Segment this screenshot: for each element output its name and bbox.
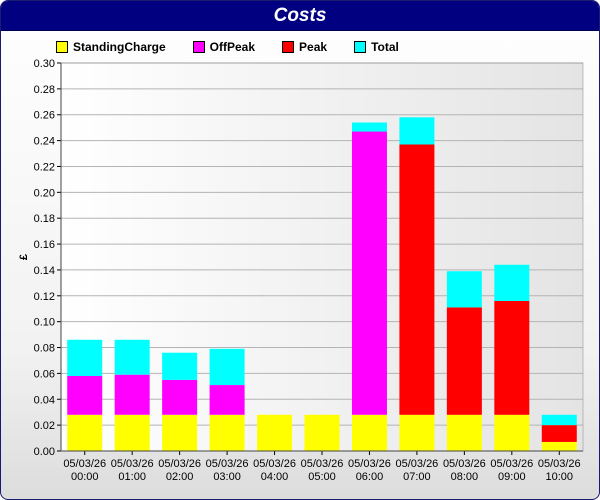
plot-border [60, 62, 584, 452]
x-tick-label-date: 05/03/26 [301, 458, 344, 470]
bar-total-3 [209, 348, 245, 386]
y-tick-label: 0.04 [34, 394, 55, 406]
bar-standingcharge-10 [541, 441, 577, 451]
legend-item-peak: Peak [282, 40, 327, 54]
bar-total-10 [541, 414, 577, 426]
bar-standingcharge-9 [494, 414, 530, 451]
legend-label-standingcharge: StandingCharge [73, 40, 166, 54]
bar-offpeak-3 [209, 385, 245, 415]
bar-standingcharge-6 [351, 414, 387, 451]
bar-total-9 [494, 264, 530, 301]
bar-standingcharge-7 [399, 414, 435, 451]
bar-peak-9 [494, 300, 530, 415]
bar-offpeak-6 [351, 131, 387, 415]
bar-standingcharge-0 [67, 414, 103, 451]
bar-total-8 [446, 271, 482, 308]
x-tick-label-date: 05/03/26 [443, 458, 486, 470]
y-tick-label: 0.10 [34, 317, 55, 329]
x-tick-label-time: 10:00 [546, 471, 574, 483]
x-tick-label-date: 05/03/26 [206, 458, 249, 470]
y-tick-label: 0.14 [34, 265, 55, 277]
legend-swatch-standingcharge [56, 41, 68, 53]
bar-offpeak-0 [67, 375, 103, 415]
x-tick-label-date: 05/03/26 [348, 458, 391, 470]
bar-total-2 [162, 352, 198, 380]
x-tick-label-time: 00:00 [71, 471, 99, 483]
bar-total-6 [351, 122, 387, 132]
legend-item-standingcharge: StandingCharge [56, 40, 166, 54]
y-tick-label: 0.22 [34, 161, 55, 173]
legend-label-total: Total [371, 40, 399, 54]
bar-standingcharge-4 [257, 414, 293, 451]
y-tick-label: 0.12 [34, 291, 55, 303]
bar-peak-10 [541, 425, 577, 442]
bar-total-1 [114, 339, 150, 375]
legend-swatch-total [354, 41, 367, 53]
x-tick-label-date: 05/03/26 [158, 458, 201, 470]
title-bar: Costs [1, 1, 599, 31]
y-tick-label: 0.16 [34, 239, 55, 251]
bar-offpeak-1 [114, 374, 150, 415]
x-tick-label-date: 05/03/26 [63, 458, 106, 470]
x-tick-label-time: 07:00 [403, 471, 431, 483]
y-tick-label: 0.26 [34, 110, 55, 122]
x-tick-label-date: 05/03/26 [490, 458, 533, 470]
x-tick-label-date: 05/03/26 [395, 458, 438, 470]
chart-title: Costs [273, 5, 327, 26]
bar-standingcharge-2 [162, 414, 198, 451]
y-tick-label: 0.24 [34, 136, 55, 148]
bar-offpeak-2 [162, 379, 198, 415]
y-tick-label: 0.00 [34, 446, 55, 458]
legend-item-offpeak: OffPeak [192, 40, 256, 54]
bar-standingcharge-5 [304, 414, 340, 451]
y-tick-label: 0.08 [34, 343, 55, 355]
x-tick-label-date: 05/03/26 [111, 458, 154, 470]
x-tick-label-time: 02:00 [166, 471, 194, 483]
bar-standingcharge-3 [209, 414, 245, 451]
x-tick-label-time: 09:00 [498, 471, 526, 483]
bar-standingcharge-1 [114, 414, 150, 451]
x-tick-label-time: 04:00 [261, 471, 289, 483]
legend-label-offpeak: OffPeak [209, 40, 256, 54]
y-tick-label: 0.02 [34, 420, 55, 432]
legend-label-peak: Peak [299, 40, 328, 54]
x-tick-label-date: 05/03/26 [538, 458, 581, 470]
y-tick-label: 0.06 [34, 368, 55, 380]
x-tick-label-time: 06:00 [356, 471, 384, 483]
x-tick-label-time: 08:00 [451, 471, 479, 483]
bar-total-7 [399, 117, 435, 145]
legend: StandingCharge OffPeak Peak Total [56, 38, 426, 56]
x-tick-label-date: 05/03/26 [253, 458, 296, 470]
y-tick-label: 0.18 [34, 213, 55, 225]
legend-item-total: Total [354, 40, 399, 54]
bar-peak-8 [446, 307, 482, 415]
bar-peak-7 [399, 144, 435, 415]
x-tick-label-time: 03:00 [213, 471, 241, 483]
y-tick-label: 0.30 [34, 58, 55, 70]
y-tick-label: 0.20 [34, 187, 55, 199]
y-axis-label: £ [18, 254, 30, 260]
x-tick-label-time: 01:00 [118, 471, 146, 483]
legend-swatch-offpeak [192, 41, 205, 53]
legend-swatch-peak [282, 41, 295, 53]
y-tick-label: 0.28 [34, 84, 55, 96]
x-tick-label-time: 05:00 [308, 471, 336, 483]
bar-total-0 [67, 339, 103, 376]
bar-standingcharge-8 [446, 414, 482, 451]
